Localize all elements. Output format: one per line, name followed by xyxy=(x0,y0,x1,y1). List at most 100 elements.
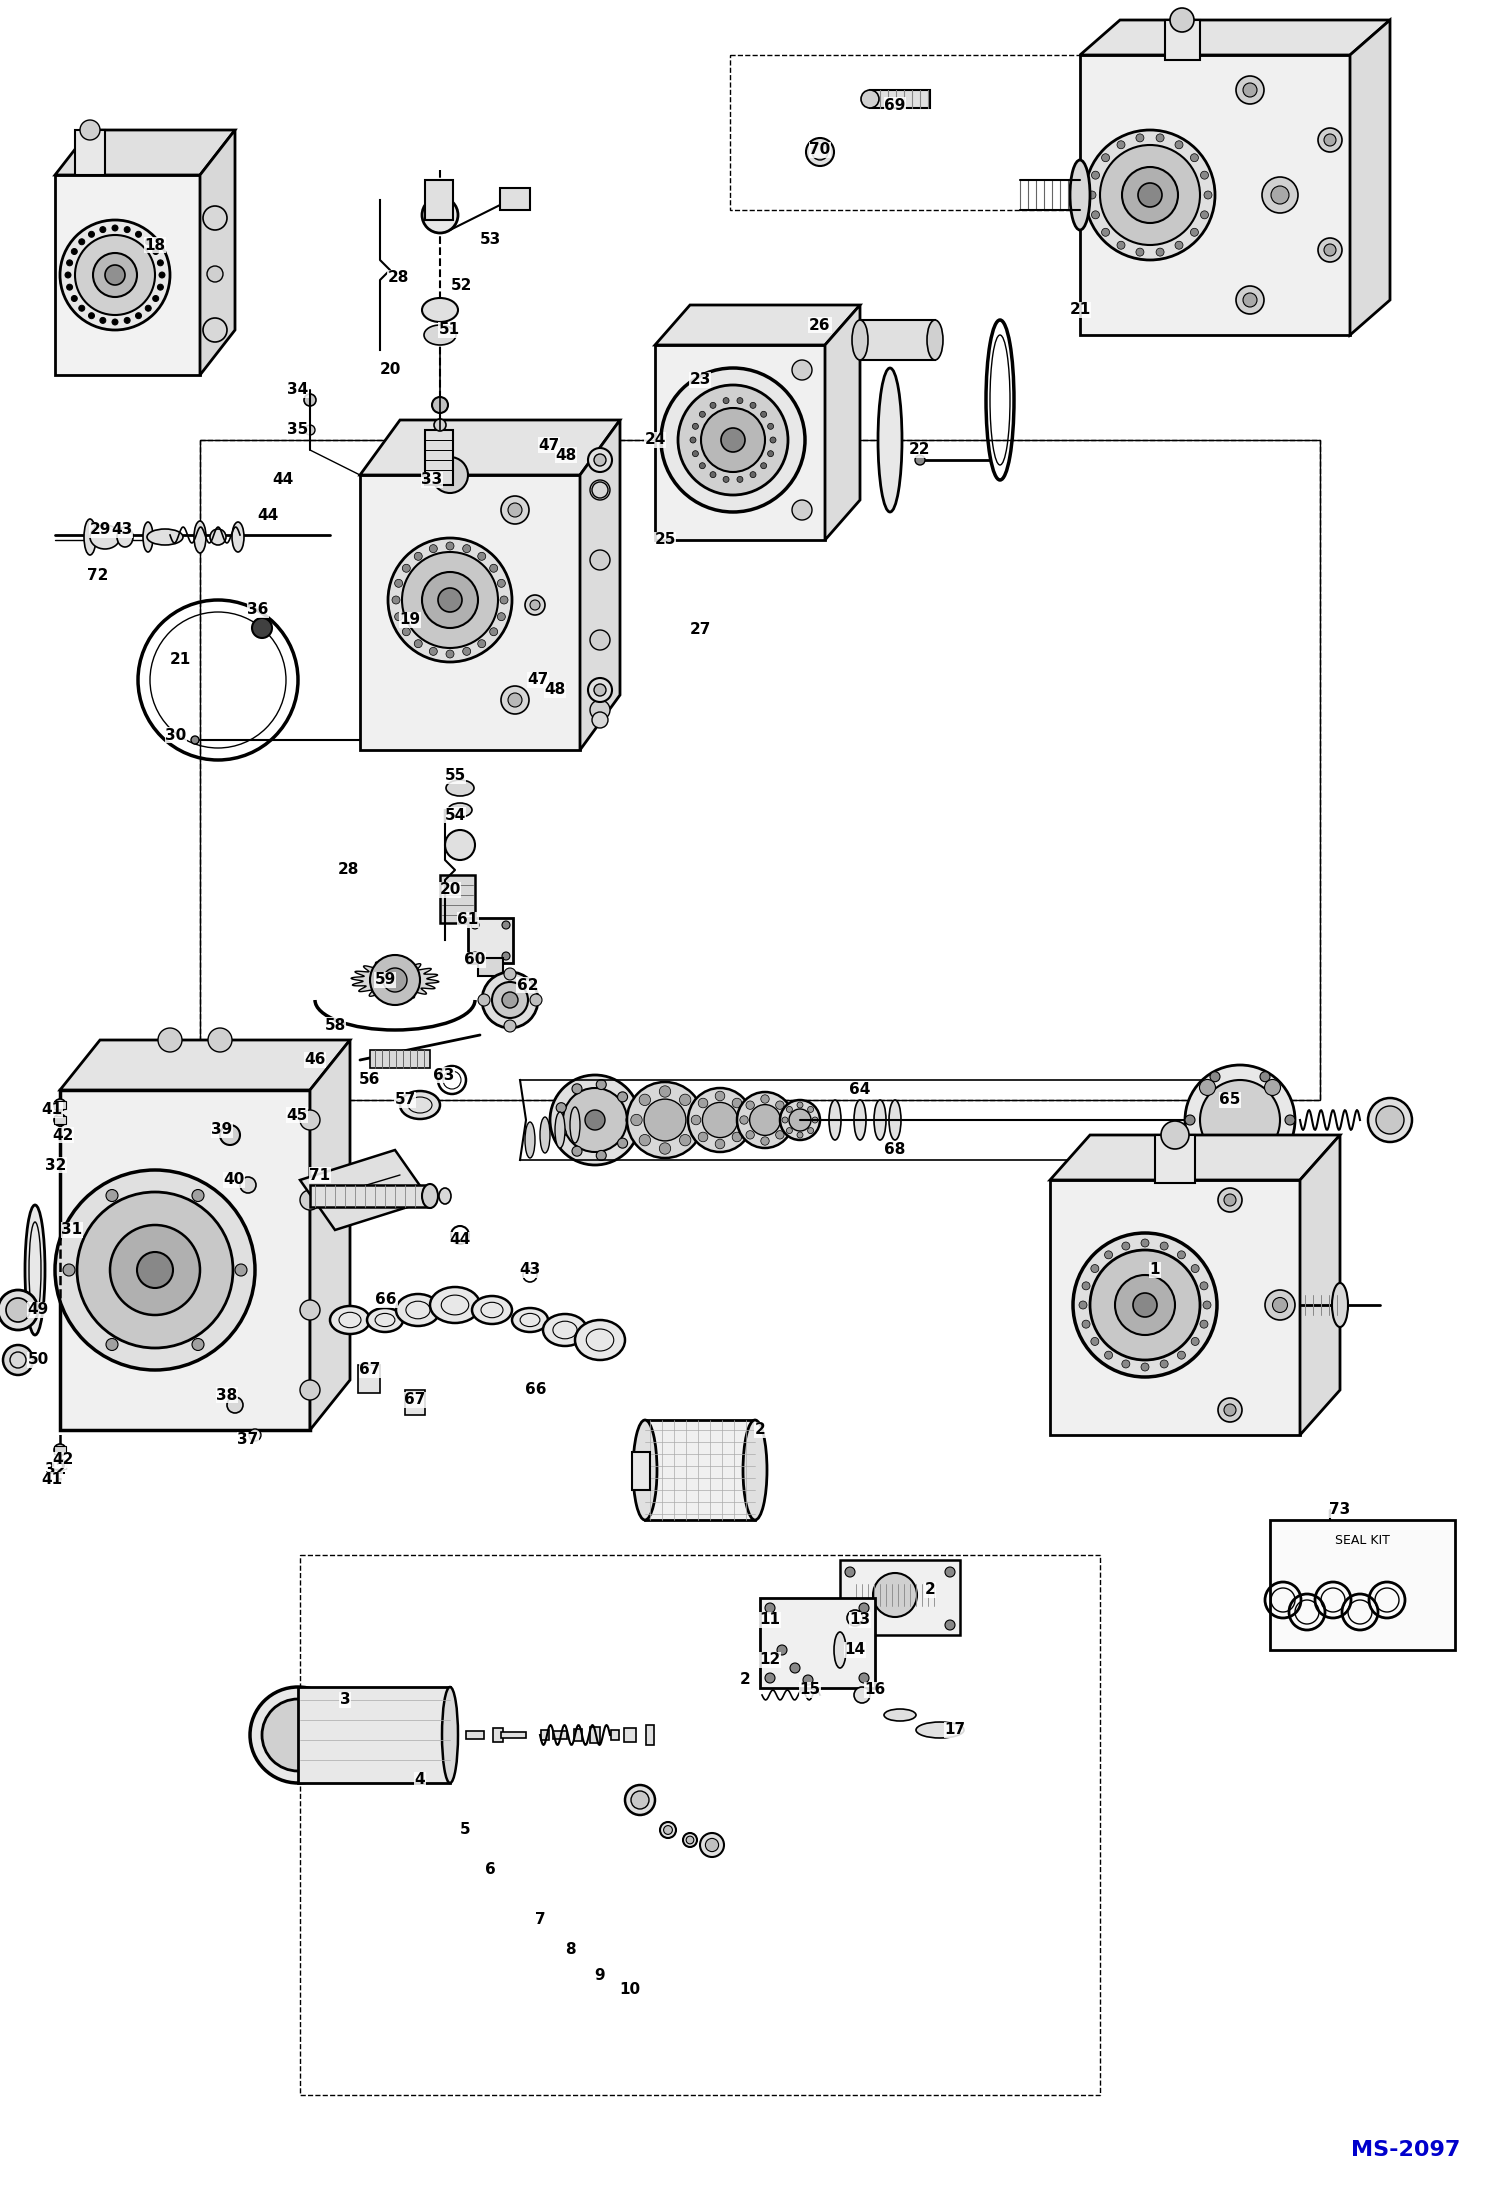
Circle shape xyxy=(767,423,773,430)
Circle shape xyxy=(79,239,85,246)
Bar xyxy=(840,1559,960,1636)
Circle shape xyxy=(1200,211,1209,219)
Circle shape xyxy=(530,601,539,610)
Ellipse shape xyxy=(512,1307,548,1331)
Circle shape xyxy=(392,596,400,603)
Ellipse shape xyxy=(117,526,133,546)
Circle shape xyxy=(291,1110,306,1125)
Circle shape xyxy=(786,1127,792,1134)
Circle shape xyxy=(1122,1241,1129,1250)
Bar xyxy=(574,1728,583,1741)
Circle shape xyxy=(430,544,437,553)
Ellipse shape xyxy=(300,1050,340,1066)
Circle shape xyxy=(737,1092,792,1147)
Bar xyxy=(500,1732,526,1739)
Text: 32: 32 xyxy=(45,1463,67,1478)
Circle shape xyxy=(192,737,199,743)
Circle shape xyxy=(563,1088,628,1151)
Circle shape xyxy=(1135,134,1144,143)
Circle shape xyxy=(1200,1145,1215,1160)
Polygon shape xyxy=(351,961,439,1000)
Bar xyxy=(358,1364,380,1393)
Circle shape xyxy=(592,482,608,498)
Circle shape xyxy=(1115,1274,1174,1336)
Circle shape xyxy=(691,1116,701,1125)
Circle shape xyxy=(701,408,765,471)
Circle shape xyxy=(431,456,467,493)
Text: 10: 10 xyxy=(620,1982,641,1998)
Ellipse shape xyxy=(84,520,96,555)
Text: 25: 25 xyxy=(655,533,676,548)
Text: 45: 45 xyxy=(286,1107,307,1123)
Circle shape xyxy=(915,454,924,465)
Circle shape xyxy=(1224,1404,1236,1417)
Text: 43: 43 xyxy=(520,1263,541,1279)
Circle shape xyxy=(54,1099,66,1112)
Bar xyxy=(54,1116,66,1125)
Circle shape xyxy=(596,1151,607,1160)
Text: 47: 47 xyxy=(527,673,548,686)
Text: 3: 3 xyxy=(340,1693,351,1708)
Circle shape xyxy=(157,259,163,265)
Circle shape xyxy=(1285,1114,1294,1125)
Ellipse shape xyxy=(828,1101,840,1140)
Circle shape xyxy=(262,1700,334,1772)
Circle shape xyxy=(692,452,698,456)
Circle shape xyxy=(55,1171,255,1371)
Text: 64: 64 xyxy=(849,1083,870,1096)
Circle shape xyxy=(394,612,403,621)
Polygon shape xyxy=(1050,1180,1300,1434)
Circle shape xyxy=(3,1344,33,1375)
Ellipse shape xyxy=(854,1101,866,1140)
Circle shape xyxy=(112,226,118,230)
Circle shape xyxy=(1270,186,1288,204)
Circle shape xyxy=(220,1125,240,1145)
Bar xyxy=(759,1599,875,1689)
Circle shape xyxy=(1236,77,1264,103)
Bar xyxy=(370,1050,430,1068)
Circle shape xyxy=(1218,1397,1242,1421)
Polygon shape xyxy=(60,1090,310,1430)
Circle shape xyxy=(54,1443,66,1456)
Circle shape xyxy=(240,1178,256,1193)
Circle shape xyxy=(64,272,70,279)
Circle shape xyxy=(124,226,130,232)
Circle shape xyxy=(249,1430,261,1441)
Circle shape xyxy=(300,1379,321,1399)
Bar xyxy=(478,958,503,976)
Circle shape xyxy=(403,627,410,636)
Circle shape xyxy=(300,1191,321,1211)
Circle shape xyxy=(750,401,756,408)
Circle shape xyxy=(124,318,130,322)
Text: 6: 6 xyxy=(485,1862,496,1877)
Circle shape xyxy=(700,1833,724,1857)
Polygon shape xyxy=(55,175,201,375)
Text: 31: 31 xyxy=(61,1222,82,1237)
Circle shape xyxy=(691,436,697,443)
Circle shape xyxy=(192,1338,204,1351)
Text: 12: 12 xyxy=(759,1654,780,1667)
Circle shape xyxy=(761,412,767,417)
Text: 4: 4 xyxy=(415,1772,425,1787)
Circle shape xyxy=(508,502,521,518)
Circle shape xyxy=(300,1110,321,1129)
Ellipse shape xyxy=(142,522,153,553)
Circle shape xyxy=(617,1092,628,1101)
Circle shape xyxy=(1135,248,1144,257)
Circle shape xyxy=(1272,1298,1287,1311)
Polygon shape xyxy=(646,1421,755,1520)
Circle shape xyxy=(625,1785,655,1816)
Circle shape xyxy=(1079,1300,1088,1309)
Text: 51: 51 xyxy=(439,322,460,338)
Circle shape xyxy=(1177,1250,1185,1259)
Circle shape xyxy=(136,1252,172,1287)
Circle shape xyxy=(590,629,610,649)
Circle shape xyxy=(845,1621,855,1629)
Polygon shape xyxy=(1050,1136,1341,1180)
Circle shape xyxy=(1260,1158,1270,1169)
Circle shape xyxy=(482,971,538,1029)
Circle shape xyxy=(430,647,437,656)
Text: 52: 52 xyxy=(451,279,473,292)
Circle shape xyxy=(945,1568,956,1577)
Text: 44: 44 xyxy=(273,471,294,487)
